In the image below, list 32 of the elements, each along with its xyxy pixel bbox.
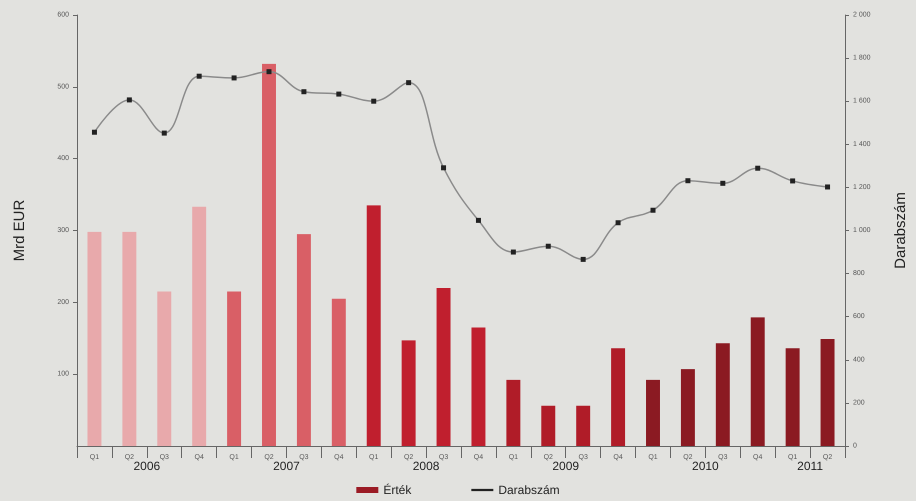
- y2-axis-title: Darabszám: [892, 192, 909, 269]
- text: 2009: [552, 459, 580, 473]
- y-axis-title: Mrd EUR: [11, 200, 28, 262]
- text: 2010: [692, 459, 720, 473]
- bar: [541, 406, 556, 446]
- bar: [716, 343, 730, 446]
- legend-label: Érték: [383, 483, 412, 497]
- bar: [227, 292, 242, 446]
- bar: [576, 406, 590, 446]
- text: 2011: [797, 459, 824, 473]
- bar: [366, 205, 381, 446]
- bar: [122, 232, 136, 446]
- bar: [262, 64, 276, 446]
- bar: [87, 232, 102, 446]
- text: 2008: [412, 459, 440, 473]
- bar: [786, 348, 800, 446]
- bar: [646, 380, 660, 446]
- text: 2006: [133, 459, 160, 473]
- bar: [471, 327, 486, 446]
- legend-label: Darabszám: [498, 483, 560, 497]
- bar: [436, 288, 451, 446]
- bar: [820, 338, 835, 446]
- bar: [506, 380, 520, 446]
- bar: [192, 206, 206, 446]
- bar: [296, 234, 311, 446]
- bar: [157, 292, 172, 446]
- bar: [680, 369, 695, 446]
- text: 2007: [273, 459, 300, 473]
- bar: [750, 317, 765, 446]
- bar: [332, 298, 346, 446]
- bar: [611, 348, 626, 446]
- bar: [402, 340, 416, 446]
